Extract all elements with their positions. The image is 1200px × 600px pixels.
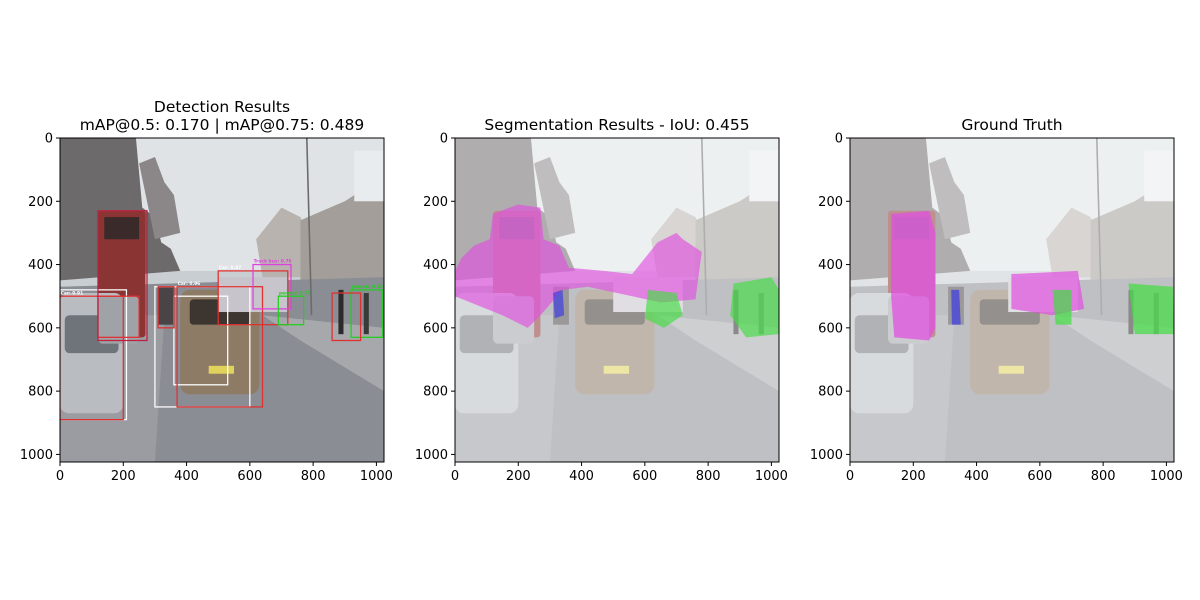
scene-image: Car: 0.91 Car: 0.96 Car: 0.87 Truck bus: 0.… <box>60 138 385 463</box>
x-tick-label: 800 <box>696 469 721 484</box>
y-tick-label: 600 <box>818 321 843 336</box>
bus-mask <box>1011 270 1085 316</box>
detection-box <box>60 295 124 421</box>
x-tick-label: 800 <box>1091 469 1116 484</box>
y-tick-label: 800 <box>818 385 843 400</box>
y-tick-label: 0 <box>440 132 448 147</box>
panel-title: Segmentation Results - IoU: 0.455 <box>484 116 749 134</box>
detection-box <box>176 286 264 408</box>
y-tick-label: 600 <box>423 321 448 336</box>
y-tick-label: 1000 <box>20 448 53 463</box>
x-tick-label: 200 <box>111 469 136 484</box>
person-mask <box>644 289 683 328</box>
panel-title: Ground Truth <box>961 116 1062 134</box>
detection-label: Car: 0.96 <box>178 281 201 287</box>
x-tick-label: 400 <box>569 469 594 484</box>
x-tick-label: 400 <box>964 469 989 484</box>
y-tick-label: 1000 <box>810 448 843 463</box>
detection-box <box>157 286 175 329</box>
detection-label: Truck bus: 0.76 <box>254 259 292 265</box>
x-tick-label: 800 <box>301 469 326 484</box>
x-tick-label: 0 <box>56 469 64 484</box>
x-tick-label: 600 <box>1027 469 1052 484</box>
bicycle-mask <box>951 289 961 325</box>
bus-mask <box>891 210 936 341</box>
y-tick-label: 200 <box>28 195 53 210</box>
bicycle-mask <box>553 289 565 319</box>
y-tick-label: 0 <box>45 132 53 147</box>
person-mask <box>1128 283 1174 335</box>
x-tick-label: 200 <box>901 469 926 484</box>
detection-box <box>350 289 384 338</box>
detection-label: Car: 0.87 <box>219 265 242 271</box>
y-tick-label: 800 <box>28 385 53 400</box>
scene-image <box>455 138 780 463</box>
y-tick-label: 400 <box>818 258 843 273</box>
y-tick-label: 400 <box>28 258 53 273</box>
detection-label: person: 0.83 <box>352 284 383 290</box>
x-tick-label: 600 <box>237 469 262 484</box>
person-mask <box>730 277 779 338</box>
axes-frame <box>454 137 780 463</box>
detection-box <box>277 295 305 326</box>
detection-label: Car: 0.91 <box>61 290 84 296</box>
x-tick-label: 1000 <box>1150 469 1183 484</box>
gt-box <box>173 295 229 386</box>
detection-box <box>97 210 148 342</box>
x-tick-label: 1000 <box>360 469 393 484</box>
panel-title: mAP@0.5: 0.170 | mAP@0.75: 0.489 <box>80 116 364 134</box>
y-tick-label: 0 <box>835 132 843 147</box>
x-tick-label: 1000 <box>755 469 788 484</box>
bus-mask <box>455 204 702 328</box>
person-mask <box>1052 289 1072 325</box>
y-tick-label: 600 <box>28 321 53 336</box>
x-tick-label: 600 <box>632 469 657 484</box>
x-tick-label: 0 <box>451 469 459 484</box>
axes-frame <box>849 137 1175 463</box>
detection-label: person: 0.72 <box>279 290 310 296</box>
x-tick-label: 400 <box>174 469 199 484</box>
y-tick-label: 200 <box>818 195 843 210</box>
detection-box <box>331 292 362 342</box>
detection-box <box>252 263 292 310</box>
x-tick-label: 0 <box>846 469 854 484</box>
y-tick-label: 400 <box>423 258 448 273</box>
x-tick-label: 200 <box>506 469 531 484</box>
y-tick-label: 200 <box>423 195 448 210</box>
y-tick-label: 1000 <box>415 448 448 463</box>
axes-frame <box>59 137 385 463</box>
scene-image <box>850 138 1175 463</box>
panel-title: Detection Results <box>154 98 290 116</box>
panel-segmentation: Segmentation Results - IoU: 0.455 0 200 400… <box>415 116 788 484</box>
y-tick-label: 800 <box>423 385 448 400</box>
